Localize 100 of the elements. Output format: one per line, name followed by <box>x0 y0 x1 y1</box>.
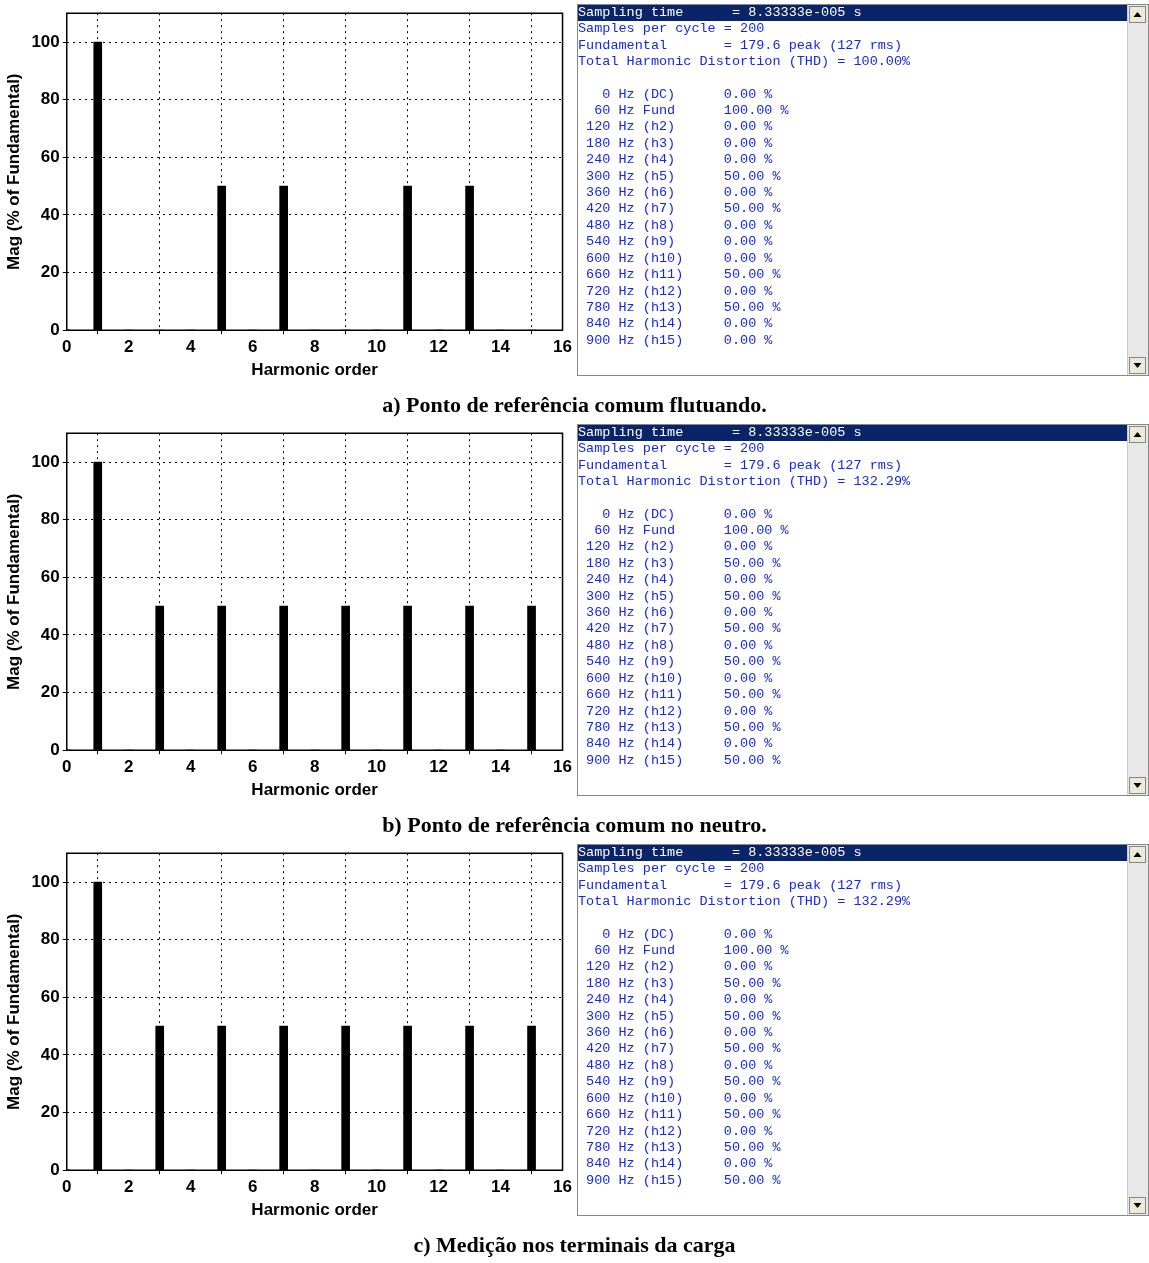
text: 240 Hz (h4) 0.00 % <box>585 152 774 169</box>
text: 900 Hz (h15) 50.00 % <box>585 1172 782 1190</box>
y-tick-label: 20 <box>40 682 60 702</box>
text: 0 Hz (DC) 0.00 % <box>601 926 774 944</box>
y-tick-label: 20 <box>40 1102 60 1122</box>
text: 840 Hz (h14) 0.00 % <box>585 1156 774 1173</box>
x-tick-label: 6 <box>247 337 258 357</box>
text: 840 Hz (h14) 0.00 % <box>585 316 774 333</box>
text: 60 Hz Fund 100.00 % <box>593 943 790 960</box>
text: Samples per cycle = 200 <box>578 861 766 878</box>
text: 420 Hz (h7) 50.00 % <box>585 1041 782 1058</box>
text: a) Ponto de referência comum flutuando. <box>381 391 768 419</box>
x-axis-title: Harmonic order <box>251 780 379 800</box>
text: 720 Hz (h12) 0.00 % <box>585 283 774 300</box>
y-axis-title: Mag (% of Fundamental) <box>3 913 23 1110</box>
x-tick-label: 4 <box>185 757 196 777</box>
text: 660 Hz (h11) 50.00 % <box>585 687 782 704</box>
text: 540 Hz (h9) 50.00 % <box>585 1074 782 1091</box>
text: 60 Hz Fund 100.00 % <box>593 523 790 540</box>
text: 300 Hz (h5) 50.00 % <box>585 588 782 606</box>
text: Samples per cycle = 200 <box>578 441 766 458</box>
text: 600 Hz (h10) 0.00 % <box>585 670 774 688</box>
text: 120 Hz (h2) 0.00 % <box>585 539 774 556</box>
text: 600 Hz (h10) 0.00 % <box>585 1090 774 1108</box>
text: 420 Hz (h7) 50.00 % <box>585 201 782 218</box>
text: 660 Hz (h11) 50.00 % <box>585 1107 782 1124</box>
text: 60 Hz Fund 100.00 % <box>593 103 790 120</box>
y-tick-label: 40 <box>40 204 60 224</box>
text: 300 Hz (h5) 50.00 % <box>585 168 782 186</box>
text: Fundamental = 179.6 peak (127 rms) <box>578 877 904 895</box>
x-tick-label: 4 <box>185 1177 196 1197</box>
y-tick-label: 80 <box>40 929 60 949</box>
x-tick-label: 2 <box>124 337 134 357</box>
text: 240 Hz (h4) 0.00 % <box>585 572 774 589</box>
x-tick-label: 14 <box>491 1177 511 1197</box>
x-tick-label: 10 <box>367 757 387 777</box>
y-tick-label: 100 <box>31 871 60 891</box>
text: 720 Hz (h12) 0.00 % <box>585 1123 774 1140</box>
x-tick-label: 12 <box>429 337 449 357</box>
y-tick-label: 100 <box>31 451 60 471</box>
text: Samples per cycle = 200 <box>578 21 766 38</box>
x-tick-label: 14 <box>491 337 511 357</box>
y-tick-label: 80 <box>40 89 60 109</box>
text: 120 Hz (h2) 0.00 % <box>585 119 774 136</box>
x-axis-title: Harmonic order <box>251 1200 379 1220</box>
x-tick-label: 14 <box>491 757 511 777</box>
text: 360 Hz (h6) 0.00 % <box>585 605 774 622</box>
x-tick-label: 8 <box>309 757 320 777</box>
text: 180 Hz (h3) 50.00 % <box>585 975 782 993</box>
text: 0 Hz (DC) 0.00 % <box>601 86 774 104</box>
text: Fundamental = 179.6 peak (127 rms) <box>578 37 904 55</box>
text: 120 Hz (h2) 0.00 % <box>585 959 774 976</box>
y-tick-label: 100 <box>31 31 60 51</box>
y-axis-title: Mag (% of Fundamental) <box>3 493 23 690</box>
x-tick-label: 16 <box>553 337 573 357</box>
text: 600 Hz (h10) 0.00 % <box>585 250 774 268</box>
text: 420 Hz (h7) 50.00 % <box>585 621 782 638</box>
x-tick-label: 8 <box>309 1177 320 1197</box>
y-tick-label: 60 <box>40 146 60 166</box>
x-tick-label: 16 <box>553 1177 573 1197</box>
y-tick-label: 0 <box>50 319 60 339</box>
y-axis-title: Mag (% of Fundamental) <box>3 73 23 270</box>
text: 780 Hz (h13) 50.00 % <box>585 299 782 317</box>
text: 840 Hz (h14) 0.00 % <box>585 736 774 753</box>
text: c) Medição nos terminais da carga <box>412 1231 737 1259</box>
y-tick-label: 40 <box>40 1044 60 1064</box>
text: 540 Hz (h9) 0.00 % <box>585 234 774 251</box>
text: 660 Hz (h11) 50.00 % <box>585 267 782 284</box>
text: 360 Hz (h6) 0.00 % <box>585 185 774 202</box>
x-tick-label: 6 <box>247 757 258 777</box>
text: 180 Hz (h3) 0.00 % <box>585 135 774 153</box>
y-tick-label: 0 <box>50 739 60 759</box>
text: Sampling time = 8.33333e-005 s <box>578 845 1127 862</box>
text: Sampling time = 8.33333e-005 s <box>578 425 1127 442</box>
text: 480 Hz (h8) 0.00 % <box>585 1057 774 1075</box>
text: Fundamental = 179.6 peak (127 rms) <box>578 457 904 475</box>
text: Total Harmonic Distortion (THD) = 132.29% <box>578 474 912 491</box>
text: 360 Hz (h6) 0.00 % <box>585 1025 774 1042</box>
x-tick-label: 8 <box>309 337 320 357</box>
x-tick-label: 2 <box>124 1177 134 1197</box>
x-tick-label: 12 <box>429 757 449 777</box>
x-tick-label: 12 <box>429 1177 449 1197</box>
text: Sampling time = 8.33333e-005 s <box>578 5 1127 22</box>
y-tick-label: 40 <box>40 624 60 644</box>
x-tick-label: 6 <box>247 1177 258 1197</box>
text: Total Harmonic Distortion (THD) = 100.00% <box>578 54 912 71</box>
text: 900 Hz (h15) 0.00 % <box>585 332 774 350</box>
text: 480 Hz (h8) 0.00 % <box>585 637 774 655</box>
text: 720 Hz (h12) 0.00 % <box>585 703 774 720</box>
x-tick-label: 2 <box>124 757 134 777</box>
text: 180 Hz (h3) 50.00 % <box>585 555 782 573</box>
x-tick-label: 16 <box>553 757 573 777</box>
y-tick-label: 0 <box>50 1159 60 1179</box>
text: 780 Hz (h13) 50.00 % <box>585 1139 782 1157</box>
x-axis-title: Harmonic order <box>251 360 379 380</box>
text: 480 Hz (h8) 0.00 % <box>585 217 774 235</box>
x-tick-label: 4 <box>185 337 196 357</box>
text: 300 Hz (h5) 50.00 % <box>585 1008 782 1026</box>
text: 240 Hz (h4) 0.00 % <box>585 992 774 1009</box>
x-tick-label: 10 <box>367 1177 387 1197</box>
